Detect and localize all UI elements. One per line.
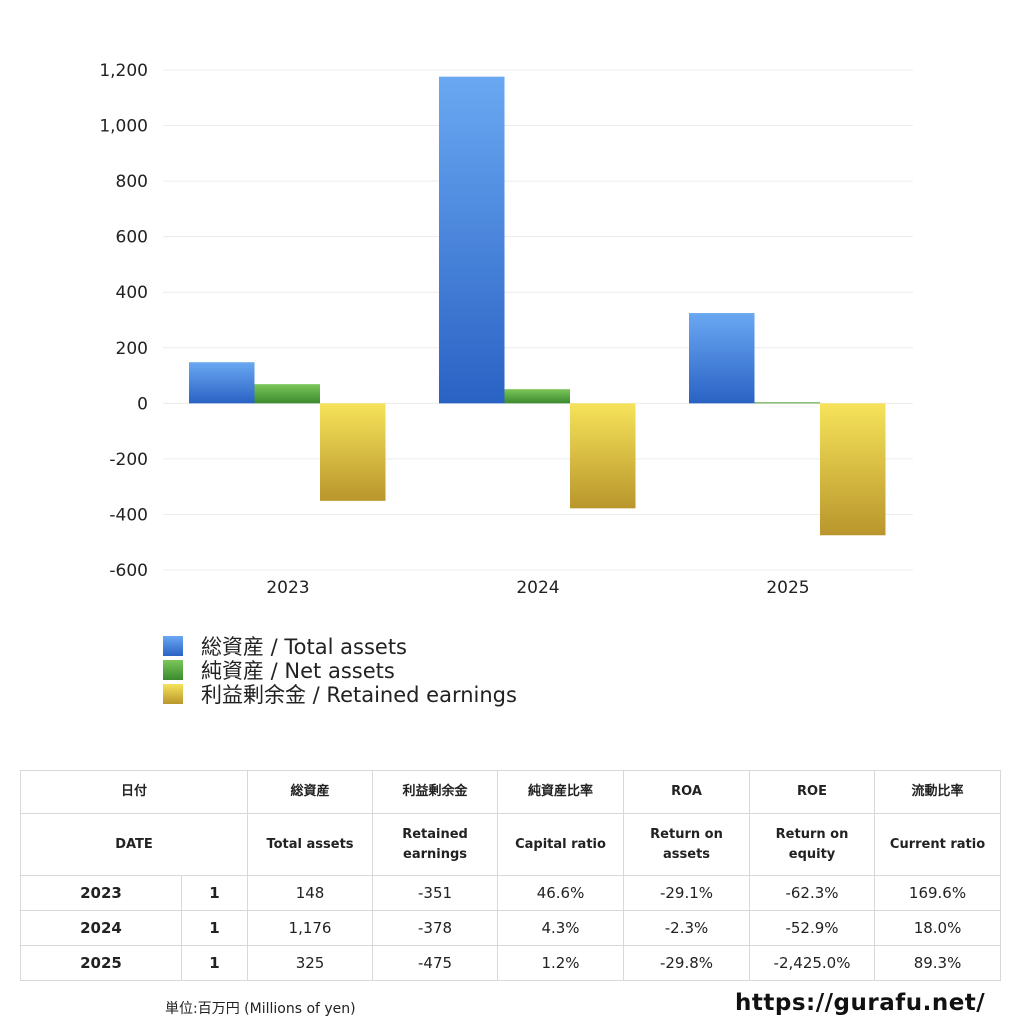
y-tick-label: 200: [116, 339, 148, 359]
y-tick-label: 600: [116, 228, 148, 248]
row-roe: -62.3%: [749, 875, 876, 911]
legend-item-total-assets: 総資産 / Total assets: [163, 634, 517, 659]
row-current-ratio: 89.3%: [874, 945, 1002, 981]
y-tick-label: 1,200: [99, 61, 148, 81]
y-tick-label: 800: [116, 172, 148, 192]
x-tick-label: 2023: [266, 578, 309, 598]
table-row: 2025 1 325 -475 1.2% -29.8% -2,425.0% 89…: [20, 945, 1002, 981]
bar-net-assets: [504, 389, 570, 404]
header-date-en: DATE: [19, 813, 249, 876]
row-retained-earnings: -378: [372, 910, 499, 946]
row-roe: -52.9%: [749, 910, 876, 946]
row-total-assets: 1,176: [247, 910, 374, 946]
bar-total-assets: [189, 362, 255, 404]
header-roe: ROE: [749, 770, 876, 814]
site-url-link[interactable]: https://gurafu.net/: [735, 990, 986, 1016]
legend-label-total-assets: 総資産 / Total assets: [201, 635, 407, 659]
row-retained-earnings: -475: [372, 945, 499, 981]
header-return-on-equity-en: Return on equity: [749, 813, 876, 876]
table-header-row-en: DATE Total assets Retained earnings Capi…: [19, 813, 1002, 876]
row-capital-ratio: 1.2%: [497, 945, 625, 981]
legend-item-retained-earnings: 利益剰余金 / Retained earnings: [163, 682, 517, 707]
header-current-ratio-en: Current ratio: [874, 813, 1002, 876]
row-retained-earnings: -351: [372, 875, 499, 911]
y-tick-label: 0: [137, 394, 148, 414]
row-capital-ratio: 4.3%: [497, 910, 625, 946]
chart-legend: 総資産 / Total assets 純資産 / Net assets 利益剰余…: [163, 634, 517, 707]
header-capital-ratio-en: Capital ratio: [497, 813, 625, 876]
table-row: 2024 1 1,176 -378 4.3% -2.3% -52.9% 18.0…: [20, 910, 1002, 946]
row-month: 1: [180, 910, 249, 946]
row-month: 1: [180, 875, 249, 911]
header-retained-earnings-jp: 利益剰余金: [372, 770, 499, 814]
financial-metrics-table: 日付 総資産 利益剰余金 純資産比率 ROA ROE 流動比率 DATE Tot…: [19, 770, 1002, 981]
x-tick-label: 2024: [516, 578, 559, 598]
y-tick-label: -600: [109, 561, 148, 581]
row-total-assets: 148: [247, 875, 374, 911]
legend-swatch-retained-earnings: [163, 684, 183, 704]
row-current-ratio: 169.6%: [874, 875, 1002, 911]
row-total-assets: 325: [247, 945, 374, 981]
y-tick-label: 1,000: [99, 117, 148, 137]
header-date-jp: 日付: [19, 770, 249, 814]
table-row: 2023 1 148 -351 46.6% -29.1% -62.3% 169.…: [20, 875, 1002, 911]
bar-retained-earnings: [570, 403, 636, 509]
row-roa: -29.1%: [623, 875, 751, 911]
x-axis-tick-labels: 2023 2024 2025: [266, 578, 809, 598]
legend-label-retained-earnings: 利益剰余金 / Retained earnings: [201, 683, 517, 707]
header-roa: ROA: [623, 770, 751, 814]
row-capital-ratio: 46.6%: [497, 875, 625, 911]
header-return-on-assets-en: Return on assets: [623, 813, 751, 876]
row-roa: -29.8%: [623, 945, 751, 981]
y-tick-label: -400: [109, 505, 148, 525]
bars: [189, 76, 886, 536]
row-date: 2023: [20, 875, 182, 911]
header-capital-ratio-jp: 純資産比率: [497, 770, 625, 814]
row-current-ratio: 18.0%: [874, 910, 1002, 946]
legend-item-net-assets: 純資産 / Net assets: [163, 658, 517, 683]
unit-note: 単位:百万円 (Millions of yen): [165, 1001, 356, 1017]
bar-chart: 1,200 1,000 800 600 400 200 0 -200 -400 -600 2023…: [99, 61, 913, 598]
legend-label-net-assets: 純資産 / Net assets: [201, 659, 395, 683]
bar-total-assets: [439, 76, 505, 404]
legend-swatch-net-assets: [163, 660, 183, 680]
bar-net-assets: [254, 384, 320, 404]
bar-retained-earnings: [320, 403, 386, 501]
bar-total-assets: [689, 313, 755, 404]
row-month: 1: [180, 945, 249, 981]
y-tick-label: 400: [116, 283, 148, 303]
row-roa: -2.3%: [623, 910, 751, 946]
x-tick-label: 2025: [766, 578, 809, 598]
header-total-assets-jp: 総資産: [247, 770, 374, 814]
y-tick-label: -200: [109, 450, 148, 470]
bar-net-assets: [754, 402, 820, 404]
row-date: 2024: [20, 910, 182, 946]
y-axis-tick-labels: 1,200 1,000 800 600 400 200 0 -200 -400 -600: [99, 61, 148, 581]
legend-swatch-total-assets: [163, 636, 183, 656]
row-roe: -2,425.0%: [749, 945, 876, 981]
row-date: 2025: [20, 945, 182, 981]
header-current-ratio-jp: 流動比率: [874, 770, 1002, 814]
header-total-assets-en: Total assets: [247, 813, 374, 876]
table-header-row-jp: 日付 総資産 利益剰余金 純資産比率 ROA ROE 流動比率: [19, 770, 1002, 814]
header-retained-earnings-en: Retained earnings: [372, 813, 499, 876]
gridlines: [163, 69, 913, 571]
bar-retained-earnings: [820, 403, 886, 536]
